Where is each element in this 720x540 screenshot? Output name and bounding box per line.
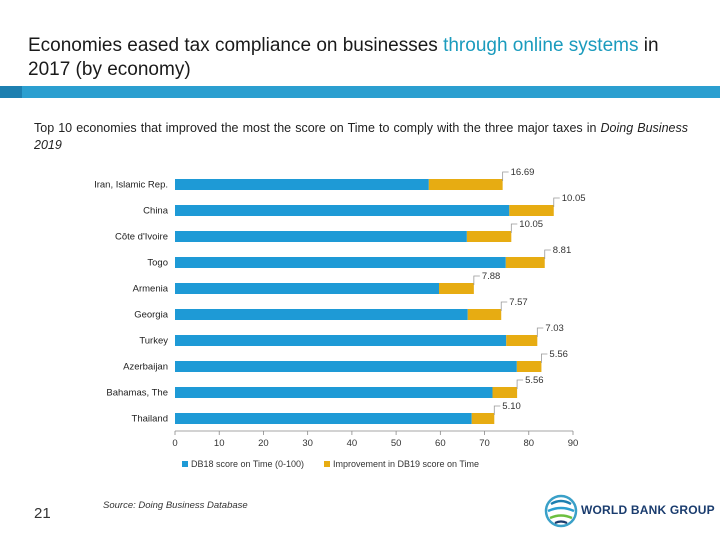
data-label: 5.10 [502,401,520,412]
title-part-1: Economies eased tax compliance on busine… [28,35,444,56]
category-label: Togo [147,258,168,269]
x-tick-label: 40 [347,438,358,449]
chart-subtitle: Top 10 economies that improved the most … [34,120,688,154]
bar-db18-score [175,205,510,216]
bar-db18-score [175,179,429,190]
title-part-2: in 2017 (by economy) [28,35,659,80]
leader-line [473,275,480,285]
data-label: 5.56 [525,375,544,386]
category-label: Armenia [133,284,169,295]
data-label: 8.81 [553,245,572,256]
legend-swatch-db18 [182,461,188,467]
legend-label-db19: Improvement in DB19 score on Time [333,459,479,469]
leader-line [510,223,518,233]
leader-line [502,171,509,181]
subtitle-italic: Doing Business 2019 [34,121,688,152]
bar-db19-improvement [439,283,474,294]
globe-icon [544,494,578,528]
category-label: Bahamas, The [106,388,168,399]
bar-db19-improvement [509,205,554,216]
leader-line [516,379,524,389]
category-label: Côte d'Ivoire [115,232,168,243]
slide-title: Economies eased tax compliance on busine… [28,34,688,82]
x-tick-label: 80 [523,438,534,449]
bar-db19-improvement [471,413,495,424]
category-label: Thailand [132,414,168,425]
bar-db18-score [175,387,493,398]
logo-text: WORLD BANK GROUP [581,503,715,517]
category-label: Georgia [134,310,169,321]
category-label: China [143,206,169,217]
title-highlight: through online systems [443,35,639,56]
leader-line [536,327,544,337]
bar-db19-improvement [428,179,503,190]
source-note: Source: Doing Business Database [103,500,248,511]
title-rule [0,86,720,98]
data-label: 10.05 [519,219,543,230]
data-label: 7.88 [482,271,501,282]
data-label: 7.57 [509,297,527,308]
x-tick-label: 20 [258,438,269,449]
leader-line [493,405,501,415]
leader-line [553,197,560,207]
category-label: Iran, Islamic Rep. [94,180,168,191]
leader-line [544,249,551,259]
world-bank-logo: WORLD BANK GROUP [544,494,715,528]
subtitle-main: Top 10 economies that improved the most … [34,121,601,135]
x-tick-label: 60 [435,438,446,449]
legend-swatch-db19 [324,461,330,467]
bar-db19-improvement [506,335,538,346]
x-tick-label: 10 [214,438,225,449]
x-tick-label: 30 [302,438,313,449]
bar-db18-score [175,413,472,424]
x-tick-label: 50 [391,438,402,449]
bar-db19-improvement [492,387,518,398]
bar-db18-score [175,309,468,320]
category-label: Azerbaijan [123,362,168,373]
bar-db18-score [175,335,507,346]
legend-label-db18: DB18 score on Time (0-100) [191,459,304,469]
bar-db19-improvement [505,257,545,268]
bar-db19-improvement [467,309,502,320]
x-tick-label: 90 [568,438,579,449]
bar-db18-score [175,361,517,372]
bar-db19-improvement [466,231,512,242]
category-label: Turkey [139,336,168,347]
bar-db18-score [175,283,440,294]
data-label: 7.03 [545,323,564,334]
bar-db18-score [175,257,506,268]
page-number: 21 [34,505,51,522]
bar-db19-improvement [516,361,542,372]
data-label: 10.05 [562,193,586,204]
leader-line [500,301,508,311]
bar-db18-score [175,231,467,242]
x-tick-label: 0 [172,438,177,449]
leader-line [541,353,548,363]
data-label: 5.56 [549,349,568,360]
data-label: 16.69 [511,167,535,178]
x-tick-label: 70 [479,438,490,449]
